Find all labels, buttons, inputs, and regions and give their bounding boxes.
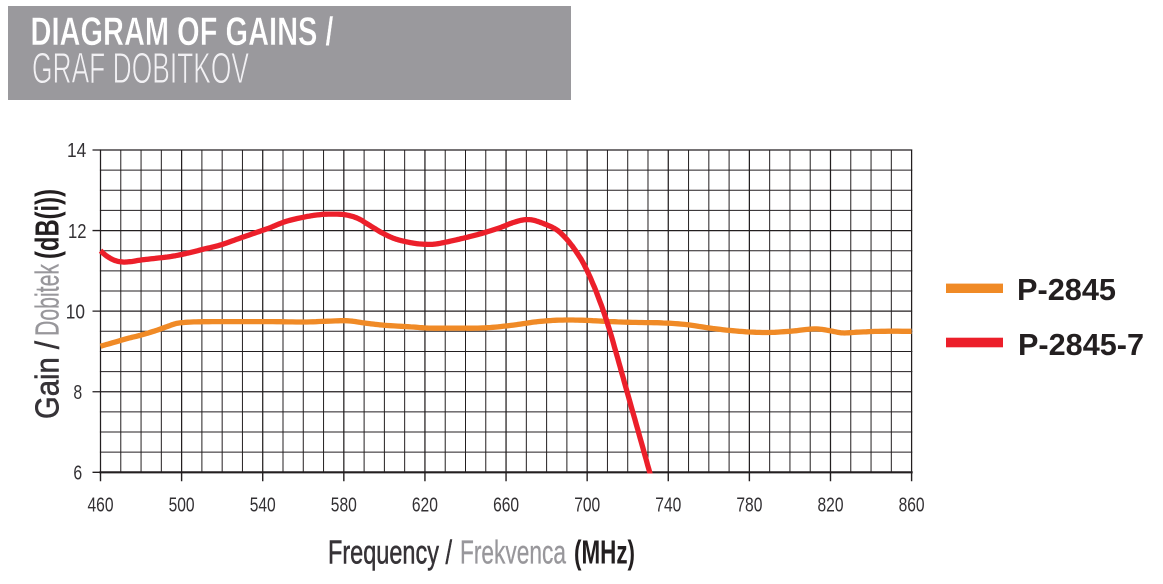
- svg-text:580: 580: [331, 495, 357, 517]
- svg-text:6: 6: [73, 463, 82, 485]
- svg-text:660: 660: [493, 495, 519, 517]
- svg-text:820: 820: [818, 495, 844, 517]
- svg-text:Gain /: Gain /: [29, 340, 66, 419]
- svg-text:500: 500: [169, 495, 195, 517]
- svg-text:Dobitek: Dobitek: [29, 264, 66, 336]
- svg-text:Frekvenca: Frekvenca: [460, 534, 566, 571]
- svg-text:780: 780: [736, 495, 762, 517]
- svg-text:860: 860: [899, 495, 925, 517]
- svg-text:540: 540: [250, 495, 276, 517]
- svg-text:8: 8: [73, 382, 82, 404]
- svg-text:Frequency /: Frequency /: [328, 534, 453, 571]
- svg-text:P-2845: P-2845: [1017, 272, 1116, 307]
- svg-text:(dB(i)): (dB(i)): [29, 189, 66, 259]
- svg-text:460: 460: [88, 495, 114, 517]
- svg-text:14: 14: [67, 140, 86, 162]
- svg-text:(MHz): (MHz): [574, 534, 635, 571]
- svg-text:620: 620: [412, 495, 438, 517]
- svg-text:DIAGRAM OF GAINS /: DIAGRAM OF GAINS /: [31, 10, 334, 54]
- svg-text:GRAF DOBITKOV: GRAF DOBITKOV: [32, 44, 249, 93]
- svg-text:10: 10: [66, 301, 85, 323]
- svg-text:12: 12: [68, 221, 87, 243]
- svg-text:P-2845-7: P-2845-7: [1018, 327, 1144, 362]
- svg-text:740: 740: [655, 495, 681, 517]
- svg-text:700: 700: [574, 495, 600, 517]
